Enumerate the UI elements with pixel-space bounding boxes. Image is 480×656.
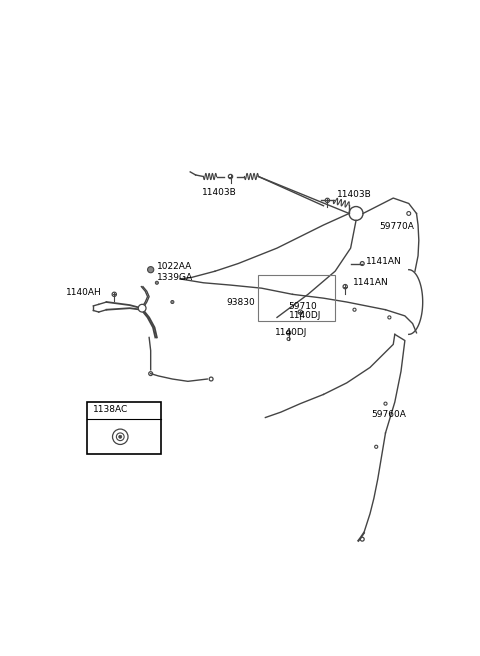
Text: 1138AC: 1138AC xyxy=(93,405,128,415)
Bar xyxy=(258,275,335,321)
Circle shape xyxy=(298,310,302,314)
Circle shape xyxy=(343,285,348,289)
Text: 59710: 59710 xyxy=(288,302,317,311)
Circle shape xyxy=(156,281,158,284)
Circle shape xyxy=(147,266,154,273)
Bar xyxy=(87,402,161,455)
Text: 1339GA: 1339GA xyxy=(157,273,193,282)
Text: 1141AN: 1141AN xyxy=(353,278,389,287)
Text: 1140DJ: 1140DJ xyxy=(276,328,308,337)
Text: 59760A: 59760A xyxy=(372,410,407,419)
Text: 1140AH: 1140AH xyxy=(66,288,102,297)
Circle shape xyxy=(287,331,291,335)
Circle shape xyxy=(112,292,116,297)
Circle shape xyxy=(171,300,174,304)
Circle shape xyxy=(325,198,329,203)
Text: 11403B: 11403B xyxy=(337,190,372,199)
Circle shape xyxy=(119,435,122,438)
Text: 1022AA: 1022AA xyxy=(157,262,192,271)
Circle shape xyxy=(138,304,146,312)
Text: 11403B: 11403B xyxy=(202,188,236,197)
Text: 93830: 93830 xyxy=(227,298,255,306)
Circle shape xyxy=(228,174,233,178)
Text: 59770A: 59770A xyxy=(379,222,414,231)
Text: 1141AN: 1141AN xyxy=(366,257,402,266)
Text: 1140DJ: 1140DJ xyxy=(288,312,321,320)
